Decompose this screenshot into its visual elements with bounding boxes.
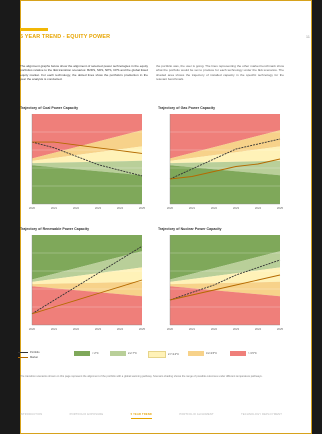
legend-label: 2-2.7°C bbox=[128, 352, 137, 355]
x-tick-label: 2021 bbox=[189, 327, 196, 331]
chart-title: Trajectory of Gas Power Capacity bbox=[158, 106, 216, 110]
nav-item-5-year-trend[interactable]: 5 YEAR TREND bbox=[130, 413, 152, 419]
page-title: 5 YEAR TREND - EQUITY POWER bbox=[20, 34, 111, 40]
chart-legend: Portfolio Market < 2°C 2-2.7°C 2.7-3.2°C… bbox=[18, 351, 280, 365]
x-tick-label: 2022 bbox=[73, 327, 80, 331]
scenario-band-red bbox=[170, 286, 280, 325]
coal-chart-plot: 2020 2021 2022 2023 2024 2025 bbox=[29, 114, 145, 210]
x-tick-label: 2025 bbox=[277, 206, 283, 210]
legend-item: Market bbox=[18, 356, 38, 359]
legend-swatch bbox=[148, 351, 166, 358]
legend-label: 3.2-3.5°C bbox=[206, 352, 217, 355]
x-tick-label: 2022 bbox=[211, 327, 218, 331]
nav-item-portfolio-exposure[interactable]: PORTFOLIO EXPOSURE bbox=[69, 413, 104, 416]
x-tick-label: 2023 bbox=[95, 206, 102, 210]
legend-item: 2.7-3.2°C bbox=[148, 351, 179, 358]
x-tick-label: 2024 bbox=[255, 327, 262, 331]
gas-chart: Trajectory of Gas Power Capacity 2020 202… bbox=[158, 106, 283, 218]
coal-chart: Trajectory of Coal Power Capacity 2020 20… bbox=[20, 106, 145, 218]
legend-item: 2-2.7°C bbox=[110, 351, 137, 356]
legend-swatch bbox=[110, 351, 126, 356]
x-tick-label: 2020 bbox=[29, 206, 36, 210]
x-tick-label: 2020 bbox=[167, 206, 174, 210]
scenario-band-orange bbox=[32, 130, 142, 161]
nav-item-technology-deployment[interactable]: TECHNOLOGY DEPLOYMENT bbox=[241, 413, 282, 416]
scenario-band-red bbox=[32, 114, 142, 159]
legend-item: > 3.5°C bbox=[230, 351, 257, 356]
scenario-band-orange bbox=[170, 130, 280, 161]
legend-line bbox=[18, 352, 28, 353]
gas-chart-plot: 2020 2021 2022 2023 2024 2025 bbox=[167, 114, 283, 210]
document-page bbox=[20, 0, 312, 434]
legend-line bbox=[18, 357, 28, 358]
x-tick-label: 2022 bbox=[73, 206, 80, 210]
nuclear-chart: Trajectory of Nuclear Power Capacity 202… bbox=[158, 227, 283, 339]
intro-paragraph-right: the portfolio was, the user is going. Th… bbox=[156, 64, 284, 82]
scenario-band-green bbox=[32, 165, 142, 204]
legend-label: Portfolio bbox=[30, 351, 40, 354]
x-tick-label: 2020 bbox=[29, 327, 36, 331]
legend-swatch bbox=[74, 351, 90, 356]
x-tick-label: 2023 bbox=[95, 327, 102, 331]
page-number: 11 bbox=[305, 34, 310, 39]
nav-item-introduction[interactable]: INTRODUCTION bbox=[20, 413, 43, 416]
legend-swatch bbox=[188, 351, 204, 356]
series-line bbox=[169, 259, 281, 301]
nuclear-chart-plot: 2020 2021 2022 2023 2024 2025 bbox=[167, 235, 283, 331]
series-line bbox=[32, 141, 143, 154]
footnote: The transition scenarios shown on this p… bbox=[20, 375, 263, 378]
series-line bbox=[31, 279, 143, 315]
series-line bbox=[31, 245, 143, 315]
legend-label: > 3.5°C bbox=[248, 352, 257, 355]
x-tick-label: 2021 bbox=[189, 206, 196, 210]
series-line bbox=[31, 141, 143, 177]
x-tick-label: 2024 bbox=[117, 206, 124, 210]
nav-item-portfolio-alignment[interactable]: PORTFOLIO ALIGNMENT bbox=[179, 413, 214, 416]
x-tick-label: 2022 bbox=[211, 206, 218, 210]
legend-item: < 2°C bbox=[74, 351, 99, 356]
scenario-band-yellow bbox=[170, 267, 280, 285]
viewer-right-gutter bbox=[312, 0, 322, 434]
scenario-band-yellow bbox=[32, 267, 142, 285]
legend-item: 3.2-3.5°C bbox=[188, 351, 217, 356]
scenario-band-yellow bbox=[32, 146, 142, 164]
scenario-band-lightgreen bbox=[170, 251, 280, 282]
chart-title: Trajectory of Nuclear Power Capacity bbox=[158, 227, 222, 231]
chart-title: Trajectory of Renewable Power Capacity bbox=[20, 227, 90, 231]
series-line bbox=[169, 274, 281, 301]
renewable-chart: Trajectory of Renewable Power Capacity 2… bbox=[20, 227, 145, 339]
chart-title: Trajectory of Coal Power Capacity bbox=[20, 106, 79, 110]
title-accent-bar bbox=[20, 28, 48, 31]
scenario-band-lightgreen bbox=[32, 251, 142, 282]
x-tick-label: 2023 bbox=[233, 206, 240, 210]
section-navigation: INTRODUCTION PORTFOLIO EXPOSURE 5 YEAR T… bbox=[20, 413, 282, 419]
renewable-chart-plot: 2020 2021 2022 2023 2024 2025 bbox=[29, 235, 145, 331]
scenario-band-yellow bbox=[170, 146, 280, 164]
legend-swatch bbox=[230, 351, 246, 356]
scenario-band-red bbox=[170, 114, 280, 159]
x-tick-label: 2024 bbox=[117, 327, 124, 331]
scenario-band-green bbox=[32, 235, 142, 280]
x-tick-label: 2025 bbox=[277, 327, 283, 331]
x-tick-label: 2025 bbox=[139, 206, 145, 210]
series-line bbox=[169, 158, 281, 180]
x-tick-label: 2021 bbox=[51, 327, 58, 331]
legend-label: < 2°C bbox=[92, 352, 99, 355]
x-tick-label: 2023 bbox=[233, 327, 240, 331]
legend-label: 2.7-3.2°C bbox=[168, 353, 179, 356]
x-tick-label: 2021 bbox=[51, 206, 58, 210]
scenario-band-red bbox=[32, 286, 142, 325]
x-tick-label: 2020 bbox=[167, 327, 174, 331]
series-line bbox=[169, 138, 281, 180]
x-tick-label: 2025 bbox=[139, 327, 145, 331]
legend-item: Portfolio bbox=[18, 351, 40, 354]
viewer-left-gutter bbox=[0, 0, 20, 434]
intro-paragraph-left: The alignment graphs below show the alig… bbox=[20, 64, 148, 82]
scenario-band-green bbox=[170, 235, 280, 280]
x-tick-label: 2024 bbox=[255, 206, 262, 210]
legend-label: Market bbox=[30, 356, 38, 359]
